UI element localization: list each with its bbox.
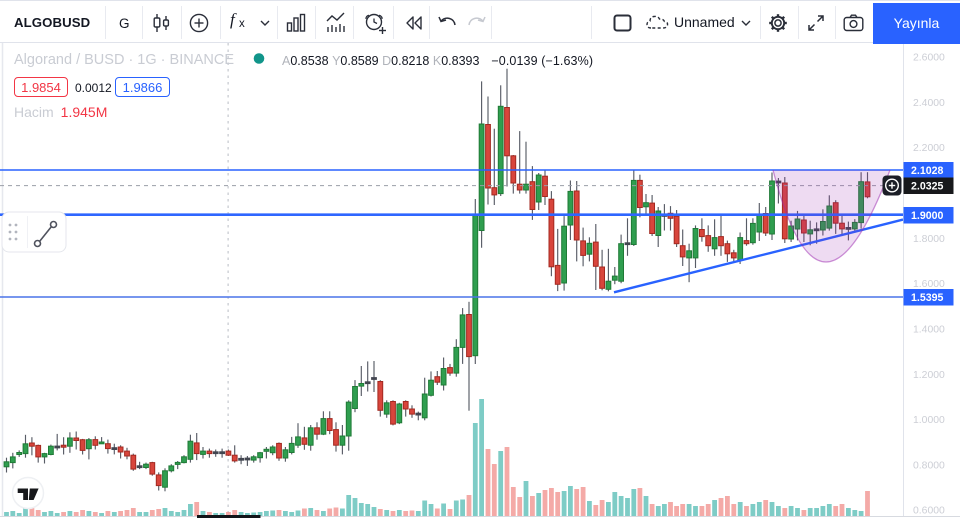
svg-text:1.5395: 1.5395 <box>911 292 944 304</box>
svg-text:1.4000: 1.4000 <box>913 324 945 335</box>
svg-text:0.6000: 0.6000 <box>913 506 945 517</box>
svg-text:2.0325: 2.0325 <box>911 181 944 193</box>
svg-text:1.0000: 1.0000 <box>913 415 945 426</box>
svg-text:1.8000: 1.8000 <box>913 234 945 245</box>
svg-text:2.6000: 2.6000 <box>913 52 945 63</box>
svg-text:1.6000: 1.6000 <box>913 279 945 290</box>
svg-text:2.2000: 2.2000 <box>913 143 945 154</box>
svg-text:0.8000: 0.8000 <box>913 460 945 471</box>
svg-text:1.2000: 1.2000 <box>913 370 945 381</box>
svg-text:2.4000: 2.4000 <box>913 98 945 109</box>
svg-text:2.1028: 2.1028 <box>911 165 944 177</box>
svg-text:1.9000: 1.9000 <box>911 210 944 222</box>
